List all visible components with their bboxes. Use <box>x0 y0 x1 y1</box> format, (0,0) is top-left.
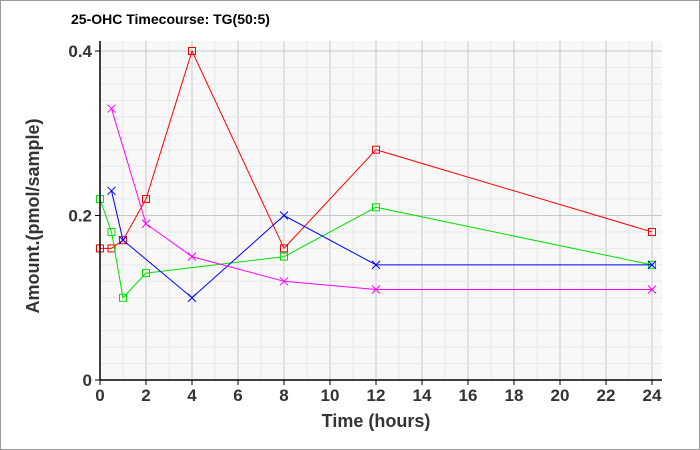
data-point-green <box>372 203 380 212</box>
y-axis-label: Amount.(pmol/sample) <box>23 118 43 313</box>
data-point-red <box>119 236 127 245</box>
data-point-blue <box>187 293 197 303</box>
x-tick-label: 2 <box>141 386 150 405</box>
y-tick-label: 0.4 <box>68 42 92 61</box>
x-tick-label: 8 <box>279 386 288 405</box>
x-tick-label: 12 <box>367 386 386 405</box>
data-point-red <box>107 244 116 253</box>
data-point-red <box>280 244 288 253</box>
data-point-green <box>107 227 116 236</box>
data-point-magenta <box>187 252 197 261</box>
x-tick-label: 18 <box>505 386 524 405</box>
y-tick-label: 0 <box>83 371 92 390</box>
series-line-magenta <box>111 108 652 291</box>
data-point-red <box>648 227 656 236</box>
series-line-green <box>99 198 653 299</box>
series-line-blue <box>111 190 652 299</box>
data-point-blue <box>107 186 116 196</box>
x-tick-label: 10 <box>321 386 340 405</box>
data-point-magenta <box>279 276 289 286</box>
data-point-blue <box>279 211 289 220</box>
plot-background <box>100 41 662 380</box>
data-point-green <box>142 269 150 278</box>
data-point-magenta <box>141 219 151 229</box>
data-point-magenta <box>371 285 381 294</box>
x-tick-label: 14 <box>413 386 432 405</box>
data-point-red <box>142 195 150 204</box>
series-line-red <box>100 49 653 250</box>
data-point-green <box>280 252 288 261</box>
data-point-magenta <box>107 104 116 113</box>
data-point-red <box>372 145 380 154</box>
x-tick-label: 4 <box>187 386 197 405</box>
y-tick-label: 0.2 <box>68 207 92 226</box>
data-point-blue <box>371 260 381 270</box>
chart-title: 25-OHC Timecourse: TG(50:5) <box>71 11 270 27</box>
data-point-green <box>119 293 127 302</box>
data-point-red <box>188 47 196 55</box>
x-tick-label: 16 <box>459 386 478 405</box>
x-tick-label: 20 <box>551 386 570 405</box>
x-tick-label: 0 <box>95 386 104 405</box>
x-axis-label: Time (hours) <box>322 411 431 431</box>
x-tick-label: 24 <box>643 386 662 405</box>
data-point-blue <box>118 235 128 245</box>
x-tick-label: 22 <box>597 386 616 405</box>
data-point-blue <box>647 260 657 270</box>
x-tick-label: 6 <box>233 386 242 405</box>
data-point-magenta <box>647 285 657 294</box>
